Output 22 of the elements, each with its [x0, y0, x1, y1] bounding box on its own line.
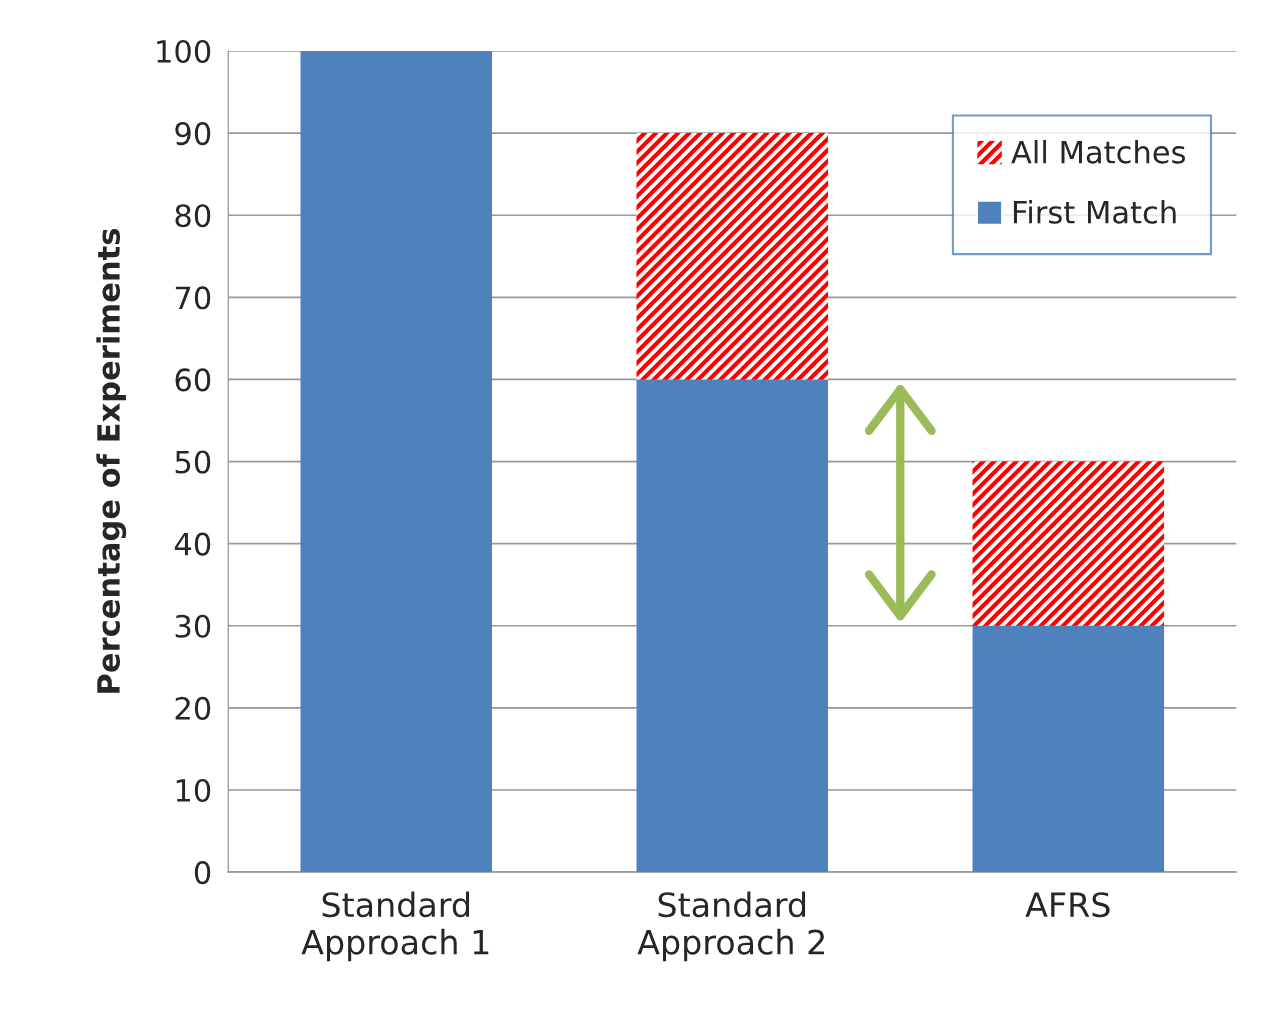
legend-label: All Matches	[1011, 139, 1186, 164]
bar	[300, 51, 493, 873]
bar	[636, 133, 829, 380]
y-axis-title: Percentage of Experiments	[96, 229, 127, 693]
y-tick-label: 90	[175, 122, 211, 146]
legend-label: First Match	[1013, 200, 1176, 224]
x-tick-label: AFRS	[1025, 892, 1110, 918]
y-tick-label: 50	[175, 450, 211, 474]
y-tick-label: 100	[157, 39, 211, 64]
x-tick-label: Standard Approach 2	[637, 891, 825, 962]
y-tick-label: 80	[175, 204, 211, 228]
bar	[636, 379, 829, 873]
bar	[972, 625, 1165, 873]
y-tick-label: 20	[175, 696, 211, 720]
y-tick-label: 40	[174, 532, 211, 556]
x-tick-label: Standard Approach 1	[301, 891, 489, 962]
y-tick-label: 0	[194, 861, 211, 885]
y-tick-label: 60	[175, 368, 211, 392]
y-tick-label: 30	[175, 614, 211, 638]
y-tick-label: 70	[175, 286, 211, 310]
bar	[972, 461, 1165, 626]
y-tick-label: 10	[176, 778, 211, 803]
